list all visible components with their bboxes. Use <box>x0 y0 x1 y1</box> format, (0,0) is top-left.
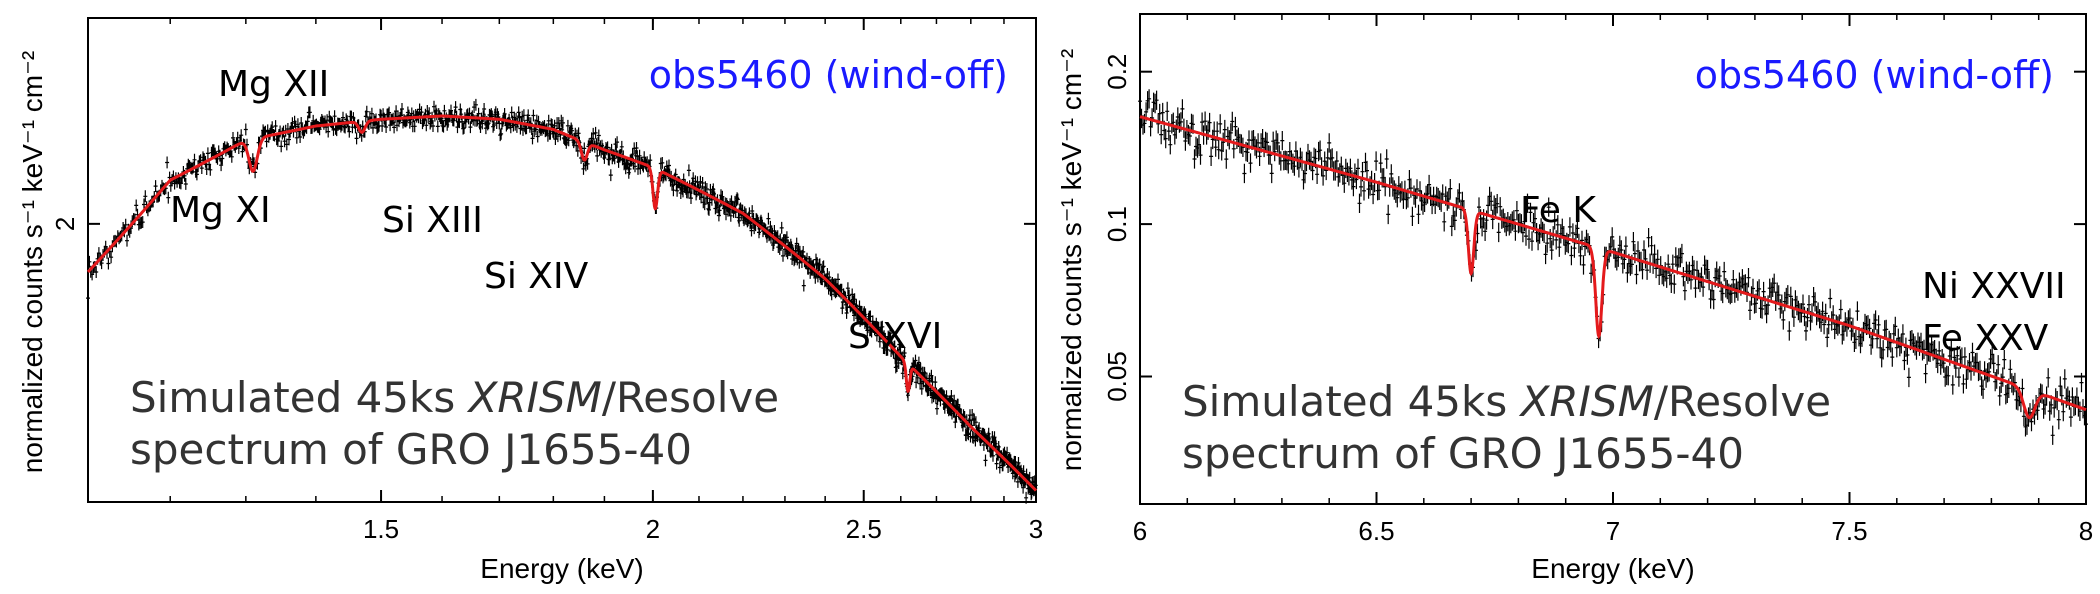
right-y-axis-label: normalized counts s⁻¹ keV⁻¹ cm⁻² <box>1056 49 1087 471</box>
left-label-mg-xii: Mg XII <box>218 64 329 105</box>
right-y-ticks: 0.05 0.1 0.2 <box>1102 54 2086 402</box>
left-obs-label: obs5460 (wind-off) <box>649 53 1008 97</box>
right-label-ni-xxvii: Ni XXVII <box>1922 266 2066 307</box>
model-curve <box>1139 115 2087 420</box>
right-simulation-note-line2: spectrum of GRO J1655-40 <box>1182 429 1744 478</box>
x-tick-label: 7 <box>1606 516 1620 546</box>
left-simulation-note-prefix: Simulated 45ks <box>130 373 469 422</box>
x-tick-label: 1.5 <box>363 514 399 544</box>
data-point-errorbars <box>1138 89 2088 445</box>
right-x-ticks: 6 6.5 7 7.5 8 <box>1133 14 2093 546</box>
right-obs-label: obs5460 (wind-off) <box>1695 53 2054 97</box>
right-data-points <box>1138 89 2088 445</box>
right-simulation-note-prefix: Simulated 45ks <box>1182 377 1521 426</box>
left-label-si-xiv: Si XIV <box>484 256 589 297</box>
left-simulation-note-line1: Simulated 45ks XRISM/Resolve <box>130 373 779 422</box>
x-tick-label: 8 <box>2079 516 2093 546</box>
right-simulation-note-suffix: /Resolve <box>1654 377 1831 426</box>
right-spectrum-panel: 6 6.5 7 7.5 8 0.05 0.1 0.2 Energy (keV) normal… <box>1056 13 2093 584</box>
left-simulation-note-instrument: XRISM <box>467 373 602 422</box>
left-label-mg-xi: Mg XI <box>170 190 271 231</box>
left-label-si-xiii: Si XIII <box>382 200 483 241</box>
left-y-axis-label: normalized counts s⁻¹ keV⁻¹ cm⁻² <box>17 51 48 473</box>
left-simulation-note-suffix: /Resolve <box>602 373 779 422</box>
x-tick-label: 3 <box>1029 514 1043 544</box>
right-model-layer <box>1139 115 2087 420</box>
left-label-s-xvi: S XVI <box>848 316 942 357</box>
x-tick-label: 2 <box>646 514 660 544</box>
right-label-fe-k: Fe K <box>1520 190 1597 231</box>
left-x-ticks: 1.5 2 2.5 3 <box>87 18 1043 544</box>
left-simulation-note-line2: spectrum of GRO J1655-40 <box>130 425 692 474</box>
left-spectrum-panel: 1.5 2 2.5 3 2 Energy (keV) normalized count… <box>17 17 1043 584</box>
right-x-axis-label: Energy (keV) <box>1531 553 1694 584</box>
right-simulation-note-line1: Simulated 45ks XRISM/Resolve <box>1182 377 1831 426</box>
y-tick-label: 2 <box>50 217 80 231</box>
left-plot-frame <box>87 17 1037 503</box>
x-tick-label: 2.5 <box>846 514 882 544</box>
y-tick-label: 0.05 <box>1102 351 1132 402</box>
left-model-layer <box>86 114 1038 492</box>
x-tick-label: 6 <box>1133 516 1147 546</box>
x-tick-label: 6.5 <box>1358 516 1394 546</box>
right-label-fe-xxv: Fe XXV <box>1922 318 2049 359</box>
x-tick-label: 7.5 <box>1831 516 1867 546</box>
left-x-axis-label: Energy (keV) <box>480 553 643 584</box>
y-tick-label: 0.2 <box>1102 54 1132 90</box>
model-curve <box>86 114 1038 492</box>
y-tick-label: 0.1 <box>1102 206 1132 242</box>
right-simulation-note-instrument: XRISM <box>1519 377 1654 426</box>
left-y-ticks: 2 <box>50 217 1036 231</box>
